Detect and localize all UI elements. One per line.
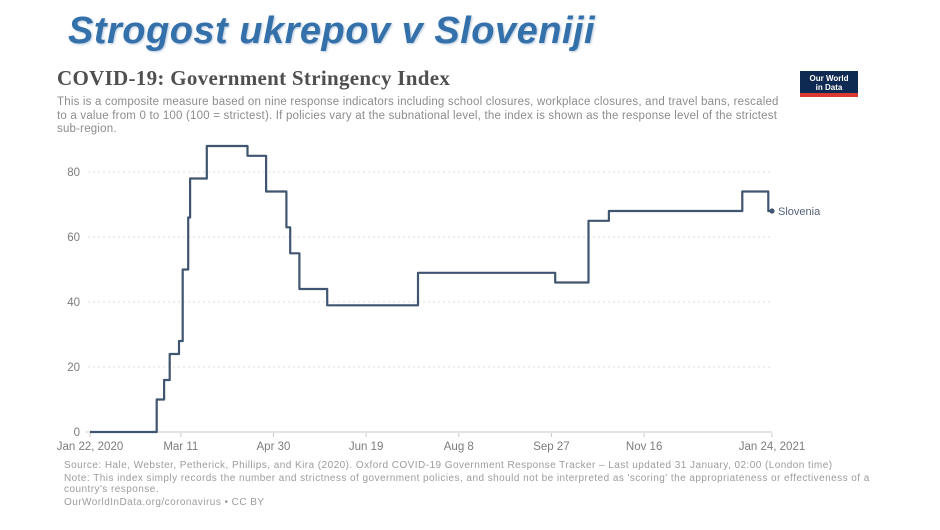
x-tick-label: Sep 27: [533, 441, 569, 453]
x-tick-label: Nov 16: [626, 441, 662, 453]
series-line-slovenia: [90, 144, 772, 434]
stringency-line-chart: 0 20 40 60 80 Jan 22, 2020 Mar 11 Apr 30 Jun 19 A…: [57, 144, 821, 453]
y-tick-label-20: 20: [67, 362, 80, 374]
owid-logo-line2: in Data: [815, 83, 843, 92]
x-tick-label: Jan 22, 2020: [57, 441, 124, 453]
y-tick-label-60: 60: [67, 232, 80, 244]
source-text: Source: Hale, Webster, Petherick, Philli…: [64, 460, 833, 471]
chart-subtitle: This is a composite measure based on nin…: [57, 96, 779, 135]
owid-logo[interactable]: Our World in Data: [800, 71, 858, 97]
x-tick-label: Mar 11: [163, 441, 198, 453]
y-tick-label-0: 0: [74, 427, 80, 439]
x-tick-label: Apr 30: [257, 441, 291, 453]
series-label-slovenia[interactable]: Slovenia: [778, 206, 821, 218]
page-title: Strogost ukrepov v Sloveniji: [68, 10, 596, 52]
x-tick-label: Aug 8: [444, 441, 474, 453]
chart-footer: Source: Hale, Webster, Petherick, Philli…: [64, 460, 878, 509]
series-end-dot-slovenia: [769, 208, 775, 214]
x-tick-label: Jun 19: [349, 441, 384, 453]
x-tick-label: Jan 24, 2021: [739, 441, 806, 453]
license-link[interactable]: OurWorldInData.org/coronavirus • CC BY: [64, 496, 265, 508]
note-text: Note: This index simply records the numb…: [64, 472, 870, 496]
y-tick-label-80: 80: [67, 167, 80, 179]
y-tick-label-40: 40: [67, 297, 80, 309]
owid-logo-line1: Our World: [809, 74, 849, 83]
chart-header-title: COVID-19: Government Stringency Index: [57, 66, 451, 90]
